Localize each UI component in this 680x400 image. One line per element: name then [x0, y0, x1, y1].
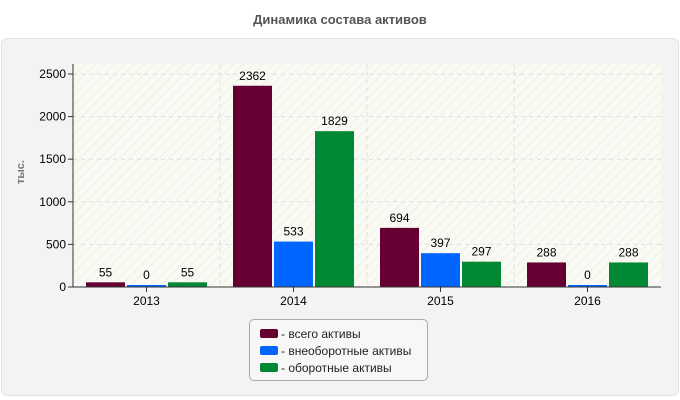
bar — [86, 282, 125, 287]
data-label: 533 — [283, 225, 303, 239]
y-tick-label: 2500 — [39, 67, 66, 81]
bar — [421, 253, 460, 287]
chart-title: Динамика состава активов — [253, 12, 427, 27]
bar — [168, 282, 207, 287]
bar — [462, 261, 501, 287]
legend-item-total: - всего активы — [260, 325, 427, 342]
bar — [315, 131, 354, 287]
y-tick-label: 0 — [59, 280, 66, 294]
data-label: 288 — [536, 245, 556, 259]
y-tick-label: 500 — [46, 237, 66, 251]
data-label: 55 — [99, 265, 113, 279]
legend-label-total: - всего активы — [281, 326, 361, 341]
data-label: 0 — [143, 268, 150, 282]
data-label: 1829 — [321, 114, 348, 128]
data-label: 2362 — [239, 69, 266, 83]
bar — [609, 262, 648, 287]
y-tick-label: 1500 — [39, 152, 66, 166]
legend: - всего активы - внеоборотные активы - о… — [249, 319, 428, 381]
x-tick-label: 2015 — [427, 294, 454, 308]
x-tick-label: 2014 — [280, 294, 307, 308]
legend-label-current: - оборотные активы — [281, 360, 392, 375]
bar — [127, 285, 166, 287]
data-label: 55 — [181, 265, 195, 279]
legend-swatch-total — [260, 329, 278, 338]
y-tick-label: 2000 — [39, 110, 66, 124]
bar — [380, 227, 419, 287]
legend-item-current: - оборотные активы — [260, 359, 427, 376]
x-tick-label: 2016 — [574, 294, 601, 308]
legend-swatch-current — [260, 363, 278, 372]
data-label: 0 — [584, 268, 591, 282]
data-label: 694 — [389, 211, 409, 225]
bar — [233, 85, 272, 287]
x-tick-label: 2013 — [133, 294, 160, 308]
bar — [568, 285, 607, 287]
data-label: 288 — [618, 245, 638, 259]
legend-item-noncurrent: - внеоборотные активы — [260, 342, 427, 359]
bar — [274, 241, 313, 287]
legend-label-noncurrent: - внеоборотные активы — [281, 343, 412, 358]
bar — [527, 262, 566, 287]
legend-swatch-noncurrent — [260, 346, 278, 355]
data-label: 297 — [471, 245, 491, 259]
data-label: 397 — [430, 236, 450, 250]
y-tick-label: 1000 — [39, 195, 66, 209]
y-axis-label: тыс. — [15, 160, 27, 184]
